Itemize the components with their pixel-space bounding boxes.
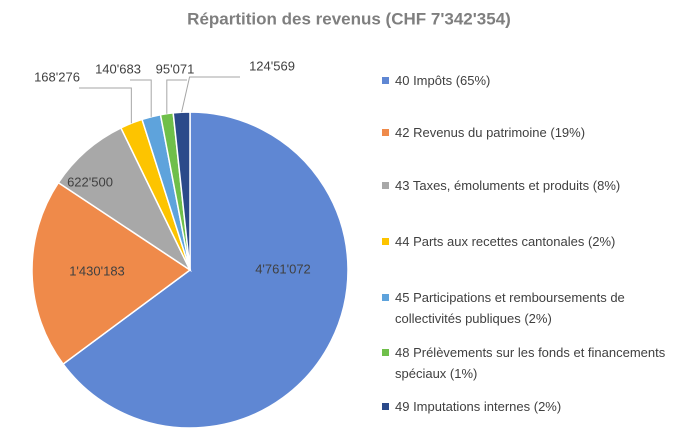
legend-label: 44 Parts aux recettes cantonales (2%)	[395, 234, 616, 249]
legend-label: 48 Prélèvements sur les fonds et finance…	[395, 345, 666, 381]
leader-line	[166, 79, 187, 114]
data-label: 140'683	[95, 61, 141, 76]
leader-line	[79, 87, 132, 124]
data-label: 4'761'072	[255, 261, 311, 276]
data-label: 168'276	[34, 69, 80, 84]
legend-item: 45 Participations et remboursements de c…	[382, 287, 694, 329]
legend-swatch	[382, 129, 389, 136]
legend-item: 44 Parts aux recettes cantonales (2%)	[382, 231, 694, 252]
legend-swatch	[382, 238, 389, 245]
data-label: 1'430'183	[69, 263, 125, 278]
legend-label: 42 Revenus du patrimoine (19%)	[395, 125, 586, 140]
data-label: 622'500	[67, 174, 113, 189]
legend-item: 48 Prélèvements sur les fonds et finance…	[382, 342, 694, 384]
data-label: 124'569	[249, 58, 295, 73]
legend-label: 45 Participations et remboursements de c…	[395, 290, 625, 326]
pie-slice	[62, 111, 349, 429]
legend-swatch	[382, 349, 389, 356]
legend-swatch	[382, 182, 389, 189]
legend-label: 40 Impôts (65%)	[395, 73, 491, 88]
pie-slice	[172, 111, 191, 271]
legend-swatch	[382, 294, 389, 301]
chart-title: Répartition des revenus (CHF 7'342'354)	[187, 9, 511, 28]
legend-item: 49 Imputations internes (2%)	[382, 396, 694, 417]
data-label: 95'071	[156, 61, 195, 76]
pie-slice	[31, 181, 192, 366]
legend-item: 42 Revenus du patrimoine (19%)	[382, 122, 694, 143]
pie-slice	[57, 126, 192, 273]
legend-swatch	[382, 403, 389, 410]
leader-line	[181, 76, 240, 113]
legend-swatch	[382, 77, 389, 84]
legend-item: 43 Taxes, émoluments et produits (8%)	[382, 175, 694, 196]
legend-label: 49 Imputations internes (2%)	[395, 399, 562, 414]
legend-label: 43 Taxes, émoluments et produits (8%)	[395, 178, 621, 193]
leader-line	[130, 79, 152, 117]
legend-item: 40 Impôts (65%)	[382, 70, 694, 91]
